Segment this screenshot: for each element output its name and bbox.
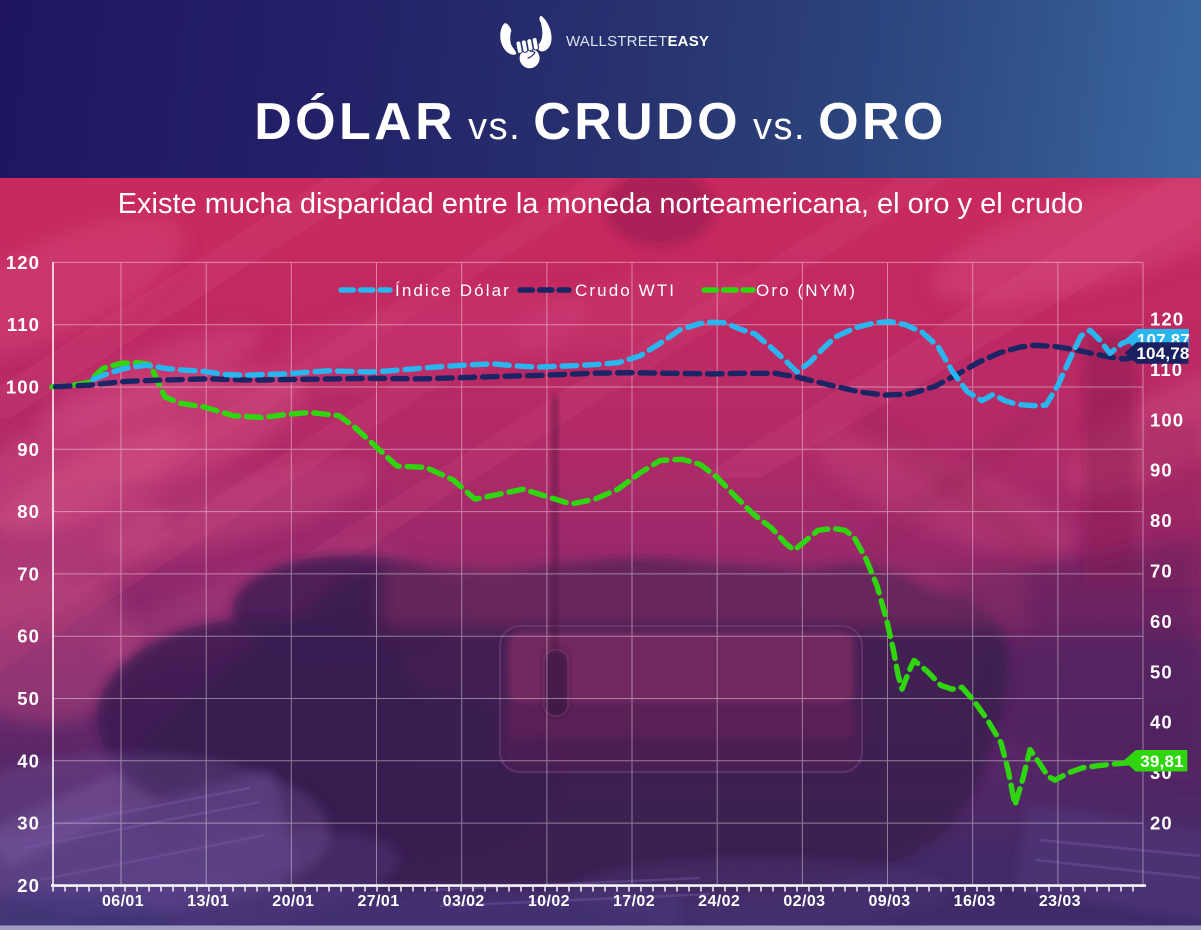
svg-text:23/03: 23/03: [1039, 893, 1081, 910]
svg-text:20: 20: [1150, 813, 1173, 834]
svg-text:03/02: 03/02: [443, 893, 485, 910]
svg-text:17/02: 17/02: [613, 893, 655, 910]
svg-text:20/01: 20/01: [272, 893, 314, 910]
svg-text:Oro (NYM): Oro (NYM): [756, 281, 857, 300]
svg-text:13/01: 13/01: [187, 893, 229, 910]
svg-text:20: 20: [17, 875, 40, 896]
svg-text:09/03: 09/03: [868, 893, 910, 910]
svg-text:Crudo WTI: Crudo WTI: [575, 281, 676, 300]
svg-text:120: 120: [6, 252, 40, 273]
svg-text:27/01: 27/01: [357, 893, 399, 910]
svg-text:24/02: 24/02: [698, 893, 740, 910]
svg-text:60: 60: [17, 626, 40, 647]
svg-text:39,81: 39,81: [1140, 752, 1184, 771]
svg-text:50: 50: [17, 688, 40, 709]
svg-text:60: 60: [1150, 611, 1173, 632]
svg-text:80: 80: [1150, 510, 1173, 531]
svg-text:10/02: 10/02: [528, 893, 570, 910]
svg-text:110: 110: [7, 314, 40, 335]
svg-text:80: 80: [17, 501, 40, 522]
svg-text:40: 40: [1150, 712, 1173, 733]
svg-text:02/03: 02/03: [783, 893, 825, 910]
svg-text:100: 100: [6, 377, 40, 398]
svg-text:70: 70: [17, 563, 40, 584]
svg-text:100: 100: [1150, 409, 1184, 430]
svg-text:70: 70: [1150, 561, 1173, 582]
svg-text:30: 30: [17, 813, 40, 834]
svg-text:16/03: 16/03: [954, 893, 996, 910]
svg-text:50: 50: [1150, 661, 1173, 682]
svg-text:Índice Dólar: Índice Dólar: [395, 281, 511, 300]
svg-text:110: 110: [1150, 359, 1183, 380]
svg-text:90: 90: [17, 439, 40, 460]
svg-text:40: 40: [17, 750, 40, 771]
svg-text:120: 120: [1150, 309, 1184, 330]
svg-text:90: 90: [1150, 460, 1173, 481]
svg-text:06/01: 06/01: [102, 893, 144, 910]
svg-text:104,78: 104,78: [1136, 344, 1189, 363]
